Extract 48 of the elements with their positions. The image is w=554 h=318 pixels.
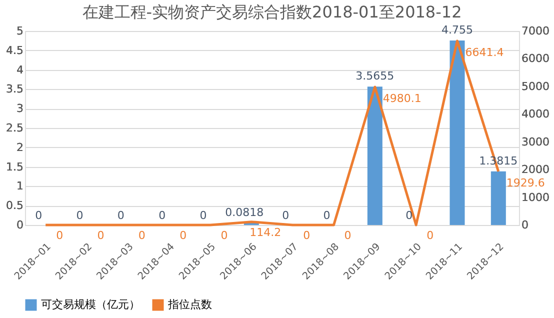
data-label: 0 xyxy=(200,209,207,222)
chart-title: 在建工程-实物资产交易综合指数2018-01至2018-12 xyxy=(82,2,462,22)
data-label: 0 xyxy=(97,229,104,242)
data-label: 0 xyxy=(76,209,84,222)
y2-tick-label: 5000 xyxy=(522,80,550,93)
data-label: 0 xyxy=(158,209,166,222)
data-label: 3.5655 xyxy=(356,70,394,83)
data-label: 114.2 xyxy=(250,226,282,239)
data-label: 0 xyxy=(35,209,42,222)
y2-tick-label: 7000 xyxy=(522,24,550,38)
y-tick-label: 0 xyxy=(16,218,24,232)
data-label: 0.0818 xyxy=(225,206,264,219)
data-label: 0 xyxy=(56,229,64,242)
y2-tick-label: 4000 xyxy=(522,108,550,121)
data-label: 0 xyxy=(406,209,413,222)
y2-tick-label: 1000 xyxy=(522,190,550,204)
y2-tick-label: 3000 xyxy=(522,135,550,148)
legend-label: 指位点数 xyxy=(167,298,212,311)
bar xyxy=(367,86,382,225)
bar xyxy=(490,171,506,225)
y-tick-label: 3 xyxy=(16,102,24,116)
y-tick-label: 4 xyxy=(16,63,24,76)
y-tick-label: 2.5 xyxy=(6,122,24,134)
y2-tick-label: 2000 xyxy=(522,163,550,176)
data-label: 0 xyxy=(344,229,352,242)
data-label: 0 xyxy=(426,229,434,242)
data-label: 4980.1 xyxy=(382,92,422,105)
data-label: 4.755 xyxy=(442,24,473,37)
data-label: 0 xyxy=(303,229,310,242)
legend-label: 可交易规模（亿元） xyxy=(41,298,140,311)
data-label: 0 xyxy=(220,229,228,242)
y-tick-label: 0.5 xyxy=(6,199,24,212)
data-label: 6641.4 xyxy=(465,46,504,59)
y-tick-label: 1 xyxy=(16,180,24,193)
bar xyxy=(450,40,465,225)
data-label: 0 xyxy=(138,229,146,242)
data-label: 0 xyxy=(323,209,330,222)
data-label: 0 xyxy=(117,209,124,222)
y-tick-label: 5 xyxy=(16,24,24,38)
y-tick-label: 1.5 xyxy=(6,160,24,174)
y-tick-label: 2 xyxy=(16,140,24,154)
y2-tick-label: 6000 xyxy=(522,52,550,66)
data-label: 0 xyxy=(282,209,290,222)
data-label: 1929.6 xyxy=(506,176,545,190)
y2-tick-label: 0 xyxy=(522,218,528,232)
data-label: 0 xyxy=(180,229,187,242)
y-tick-label: 4.5 xyxy=(6,44,24,57)
y-tick-label: 3.5 xyxy=(6,82,24,96)
